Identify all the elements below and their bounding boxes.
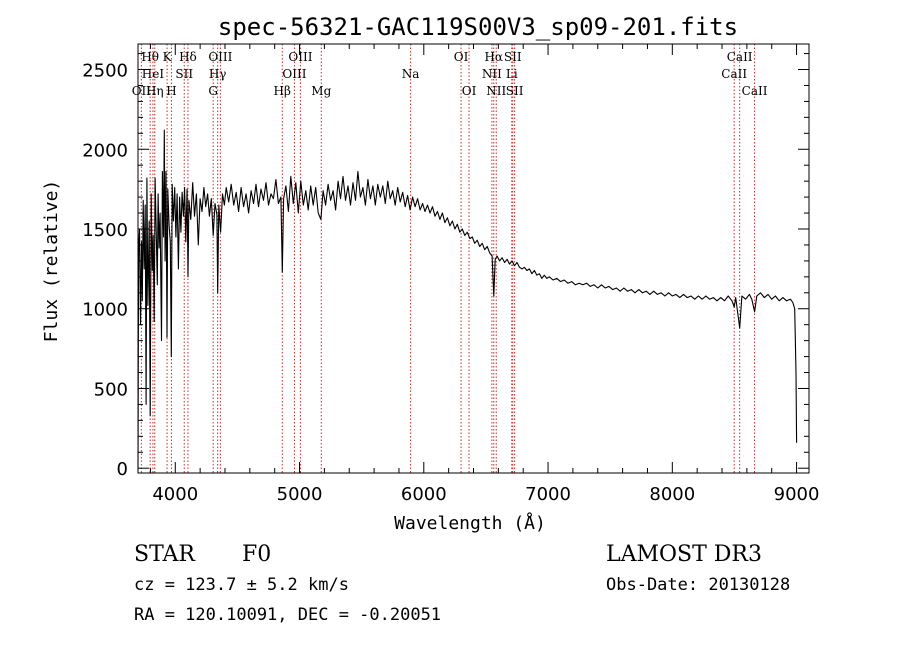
line-label-26: CaII bbox=[742, 84, 768, 98]
x-axis: 4000 5000 6000 7000 8000 9000 bbox=[149, 44, 820, 505]
line-label-22: SII bbox=[504, 50, 522, 64]
y-tick-label-1500: 1500 bbox=[82, 220, 128, 241]
emission-line-labels: OII Hθ HeI Hη K H SII Hδ G Hγ OIII Hβ OIII OIII Mg Na OI… bbox=[132, 50, 768, 98]
line-label-3: Hη bbox=[146, 84, 164, 98]
coordinates: RA = 120.10091, DEC = -0.20051 bbox=[134, 605, 441, 625]
line-label-1: Hθ bbox=[141, 50, 159, 64]
y-tick-label-1000: 1000 bbox=[82, 300, 128, 321]
x-axis-label: Wavelength (Å) bbox=[394, 512, 546, 534]
line-label-9: Hγ bbox=[209, 67, 227, 81]
line-label-20: NII bbox=[486, 84, 506, 98]
y-axis: 0 500 1000 1500 2000 2500 bbox=[82, 53, 809, 480]
obs-date: Obs-Date: 20130128 bbox=[606, 575, 790, 595]
line-label-10: OIII bbox=[208, 50, 232, 64]
line-label-4: K bbox=[163, 50, 173, 64]
line-label-6: SII bbox=[175, 67, 193, 81]
line-label-8: G bbox=[208, 84, 218, 98]
y-tick-label-2000: 2000 bbox=[82, 140, 128, 161]
redshift-cz: cz = 123.7 ± 5.2 km/s bbox=[134, 575, 349, 595]
y-tick-label-2500: 2500 bbox=[82, 61, 128, 82]
line-label-5: H bbox=[166, 84, 176, 98]
x-tick-label-9000: 9000 bbox=[774, 484, 820, 505]
spectrum-line bbox=[137, 129, 798, 469]
line-label-7: Hδ bbox=[179, 50, 197, 64]
line-label-2: HeI bbox=[142, 67, 165, 81]
x-tick-label-8000: 8000 bbox=[649, 484, 695, 505]
line-label-11: Hβ bbox=[274, 84, 291, 98]
line-label-16: OI bbox=[454, 50, 469, 64]
chart-title: spec-56321-GAC119S00V3_sp09-201.fits bbox=[218, 13, 738, 41]
line-label-12: OIII bbox=[282, 67, 306, 81]
y-tick-label-0: 0 bbox=[117, 459, 128, 480]
x-tick-label-7000: 7000 bbox=[525, 484, 571, 505]
line-label-18: NII bbox=[482, 67, 502, 81]
y-axis-label: Flux (relative) bbox=[41, 180, 62, 343]
line-label-15: Na bbox=[402, 67, 420, 81]
subclass: F0 bbox=[242, 542, 271, 567]
y-tick-label-500: 500 bbox=[94, 379, 128, 400]
x-tick-label-6000: 6000 bbox=[401, 484, 447, 505]
line-label-14: Mg bbox=[311, 84, 331, 98]
x-tick-label-4000: 4000 bbox=[152, 484, 198, 505]
line-label-13: OIII bbox=[288, 50, 312, 64]
line-label-24: CaII bbox=[721, 67, 747, 81]
line-label-23: SII bbox=[506, 84, 524, 98]
line-label-21: Li bbox=[506, 67, 518, 81]
line-label-25: CaII bbox=[727, 50, 753, 64]
object-class: STAR bbox=[134, 542, 196, 567]
survey-name: LAMOST DR3 bbox=[606, 542, 762, 567]
line-label-0: OII bbox=[132, 84, 152, 98]
x-tick-label-5000: 5000 bbox=[277, 484, 323, 505]
line-label-19: Hα bbox=[484, 50, 503, 64]
line-label-17: OI bbox=[462, 84, 477, 98]
